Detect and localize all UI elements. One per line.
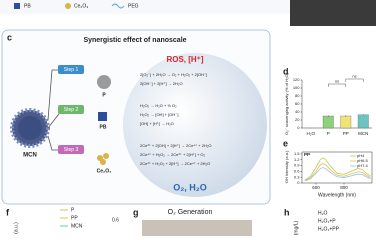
equation: H₂O₂ → H₂O + ½ O₂ <box>140 103 177 108</box>
ce-icon <box>65 3 71 9</box>
bracket <box>345 78 364 82</box>
photo <box>142 220 252 236</box>
panel-label: h <box>284 207 290 217</box>
reaction-bubble <box>123 53 267 197</box>
legend-item: PP <box>71 215 78 221</box>
bar <box>357 114 369 129</box>
mcn-label: MCN <box>23 153 37 159</box>
legend-item: PEG <box>128 3 139 9</box>
equation: 2Ce³⁺ + 2[OH] + 2[H⁺] → 2Ce⁴⁺ + 2H₂O <box>140 143 212 148</box>
y-tick-label: 0 <box>297 125 300 130</box>
line-series <box>304 157 371 181</box>
y-tick-label: 1.5 <box>294 151 300 156</box>
step-tag <box>58 105 84 114</box>
pb-particle <box>98 112 107 121</box>
plot-frame <box>301 151 373 184</box>
equations: 2[O₂⁻] + 2H₂O → O₂ + H₂O₂ + 2[OH⁻] 2[OH⁻]… <box>140 72 212 166</box>
y-tick-label: 1.2 <box>294 157 300 162</box>
panel-label: g <box>133 207 139 217</box>
axis-label: (mg/L) <box>293 220 299 235</box>
legend-item: pH4 <box>357 153 365 158</box>
y-tick-label: 80 <box>295 93 300 98</box>
products-label: O₂, H₂O <box>173 182 207 192</box>
y-tick-label: 0.9 <box>294 163 300 168</box>
y-tick-label: 120 <box>293 77 300 82</box>
panel-label: c <box>7 32 12 42</box>
ce-particle <box>97 153 109 165</box>
panel-title: Synergistic effect of nanoscale <box>83 37 186 44</box>
y-tick-label: 60 <box>295 101 300 106</box>
equation: 2Ce⁴⁺ + H₂O₂ → 2Ce³⁺ + 2[H⁺] + O₂ <box>140 152 206 157</box>
x-tick-label: 600 <box>312 185 320 190</box>
annotation: ns <box>352 74 356 79</box>
bracket <box>328 83 346 87</box>
y-tick-label: 20 <box>295 117 300 122</box>
ros-label: ROS, [H⁺] <box>166 55 203 64</box>
bar <box>340 115 352 129</box>
step-label: Step 2 <box>64 107 79 113</box>
panel-label: d <box>283 66 289 76</box>
equation: [OH] + [H⁺] → H₂O <box>140 121 174 126</box>
y-tick-label: 100 <box>293 85 300 90</box>
equation: 2[O₂⁻] + 2H₂O → O₂ + H₂O₂ + 2[OH⁻] <box>140 72 207 77</box>
legend-item: pH7.4 <box>357 163 368 168</box>
x-tick-label: P <box>327 131 330 136</box>
subtitle: PP <box>304 152 310 157</box>
line-series <box>304 163 371 182</box>
panel-label: f <box>6 207 10 217</box>
panel-title: O₂ Generation <box>168 209 213 216</box>
panel-label: e <box>283 138 288 148</box>
x-tick-label: PP <box>343 131 349 136</box>
x-tick-label: 800 <box>340 185 348 190</box>
legend-item: H₂O <box>318 210 328 216</box>
legend-item: pH6.5 <box>357 158 368 163</box>
y-tick-label: 0.6 <box>294 168 300 173</box>
equation: H₂O₂ → [OH] + [OH⁻] <box>140 112 178 117</box>
particle-label: Ce₂O₃ <box>97 168 113 174</box>
annotation: ns <box>335 79 339 84</box>
peg-icon <box>111 3 125 9</box>
step-tag <box>58 65 84 74</box>
legend-item: H₂O₂+PP <box>318 226 340 232</box>
mcn-particle <box>10 108 50 148</box>
tick-label: 0.6 <box>112 217 119 223</box>
legend-item: Ce₂O₃ <box>74 3 88 9</box>
equation: 2[OH⁻] + 2[H⁺] → 2H₂O <box>140 81 183 86</box>
equation: 2Ce³⁺ + H₂O₂ + 2[H⁺] → 2Ce⁴⁺ + 2H₂O <box>140 161 210 166</box>
axis-label: Wavelength (nm) <box>318 192 356 198</box>
x-tick-label: H₂O <box>307 131 316 136</box>
step-label: Step 3 <box>64 147 79 153</box>
legend-item: H₂O₂+P <box>318 218 336 224</box>
x-tick-label: MCN <box>358 131 368 136</box>
particle-label: P <box>102 92 106 98</box>
pb-icon <box>14 3 20 9</box>
axis-label: O₂⁻ scavenging activity (% of H₂O) <box>284 72 289 135</box>
axis-label: ·OH Intensity (a.u.) <box>284 150 289 184</box>
bar <box>322 115 334 129</box>
axis-label: (a.u.) <box>13 222 19 234</box>
legend-item: PB <box>24 3 31 9</box>
y-tick-label: 0.3 <box>294 174 300 179</box>
y-tick-label: 0 <box>297 180 300 185</box>
legend-strip <box>0 0 376 14</box>
legend-item: MCN <box>71 223 83 229</box>
particle-label: PB <box>100 124 107 130</box>
legend-item: P <box>71 207 75 213</box>
step-tag <box>58 145 84 154</box>
line-series <box>304 167 371 182</box>
tem-image <box>290 0 376 26</box>
y-tick-label: 40 <box>295 109 300 114</box>
step-label: Step 1 <box>64 67 79 73</box>
p-particle <box>97 75 111 89</box>
